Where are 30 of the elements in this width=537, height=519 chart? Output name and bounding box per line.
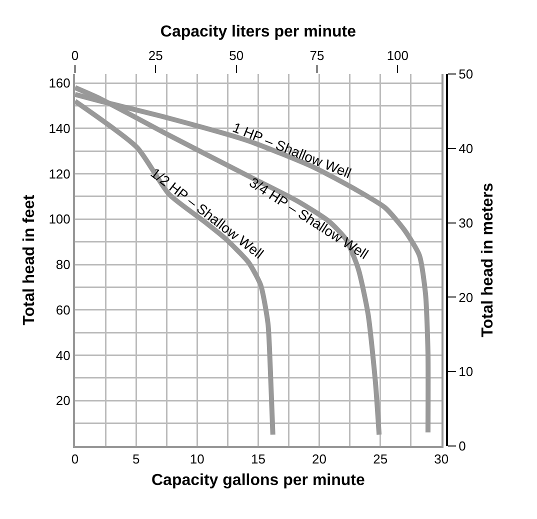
y-tick-label: 80 (56, 257, 70, 272)
y2-axis-title: Total head in meters (479, 182, 496, 338)
x2-tick-label: 0 (71, 48, 79, 63)
y-tick-label: 160 (48, 76, 70, 91)
x-tick-label: 0 (71, 452, 79, 467)
x-tick-label: 10 (190, 452, 204, 467)
x-tick-label: 25 (373, 452, 388, 467)
x-tick-label: 5 (132, 452, 140, 467)
x-tick-label: 30 (434, 452, 449, 467)
y2-tick-label: 30 (458, 215, 474, 230)
x2-tick-label: 25 (148, 48, 163, 63)
y-tick-label: 40 (56, 348, 70, 363)
y2-tick-label: 50 (458, 66, 474, 82)
y-axis-title: Total head in feet (21, 194, 38, 326)
y2-tick-label: 0 (458, 438, 466, 454)
x2-tick-label: 100 (386, 48, 409, 63)
y-tick-label: 20 (56, 393, 70, 408)
x2-axis-title: Capacity liters per minute (160, 24, 356, 41)
x2-tick-label: 75 (310, 48, 324, 63)
y-tick-label: 140 (48, 120, 70, 136)
x-tick-label: 20 (312, 452, 327, 467)
x2-tick-label: 50 (229, 48, 244, 63)
y-tick-label: 100 (48, 212, 70, 227)
y-tick-label: 60 (56, 302, 70, 318)
x-tick-label: 15 (250, 452, 266, 467)
y2-tick-label: 20 (458, 290, 474, 305)
y-tick-label: 120 (48, 166, 70, 182)
y2-tick-label: 10 (458, 364, 474, 380)
x-axis-title: Capacity gallons per minute (152, 472, 365, 489)
y2-tick-label: 40 (458, 140, 474, 156)
